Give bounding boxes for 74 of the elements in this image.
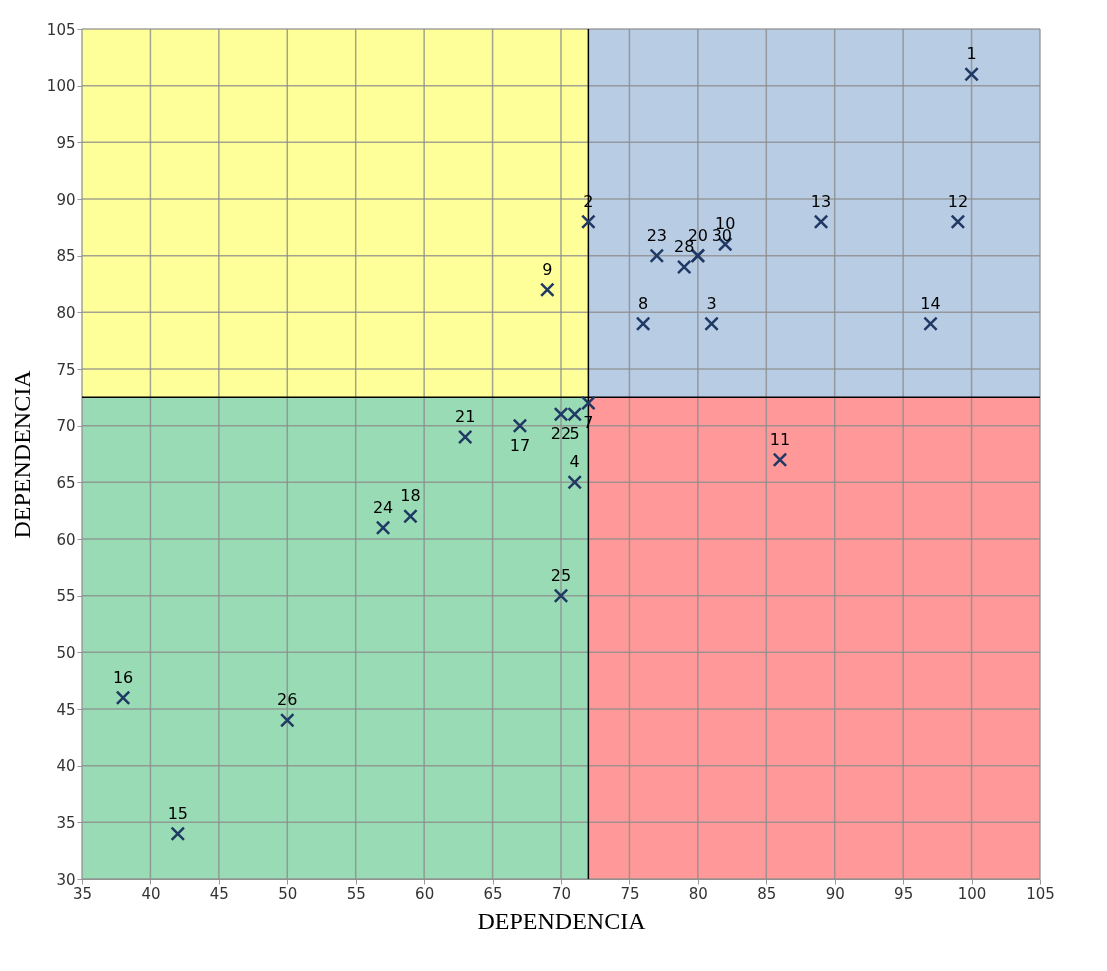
- annotation: 17: [509, 435, 531, 455]
- point: [964, 66, 979, 82]
- annotation: 26: [277, 690, 298, 710]
- point: [115, 690, 131, 706]
- point: [567, 406, 583, 422]
- point: [567, 474, 583, 490]
- point: [635, 316, 651, 332]
- point: [581, 395, 596, 411]
- y-tick-label: 75: [56, 360, 76, 379]
- point: [649, 248, 665, 264]
- annotation: 24: [372, 497, 394, 517]
- annotation: 16: [112, 667, 134, 687]
- annotation: 21: [455, 407, 476, 426]
- annotation: 9: [542, 259, 553, 279]
- x-tick-label: 70: [551, 884, 572, 903]
- annotation: 8: [638, 293, 649, 313]
- x-tick-label: 75: [620, 884, 640, 903]
- point: [170, 826, 186, 842]
- annotation: 25: [550, 565, 572, 585]
- x-tick-label: 90: [825, 884, 845, 903]
- point: [512, 418, 528, 434]
- y-tick-label: 105: [46, 20, 76, 39]
- point: [403, 508, 418, 524]
- y-tick-label: 100: [46, 77, 76, 96]
- x-tick-label: 65: [483, 884, 503, 903]
- point: [457, 429, 473, 445]
- annotation: 1: [966, 44, 977, 64]
- y-tick-label: 70: [56, 417, 76, 436]
- point: [553, 588, 569, 604]
- x-tick-label: 40: [141, 884, 161, 903]
- x-tick-label: 45: [209, 884, 229, 903]
- y-tick-label: 40: [56, 757, 76, 776]
- x-tick-label: 60: [415, 884, 435, 903]
- point: [950, 214, 966, 230]
- annotation: 23: [646, 225, 667, 245]
- x-tick-label: 85: [757, 884, 777, 903]
- x-tick-label: 50: [278, 884, 298, 903]
- annotation: 11: [769, 429, 791, 449]
- y-tick-label: 55: [56, 587, 76, 606]
- y-tick-label: 85: [56, 247, 76, 266]
- point: [923, 316, 938, 332]
- x-tick-label: 95: [894, 884, 914, 903]
- point: [375, 520, 391, 536]
- annotation: 5: [569, 424, 580, 444]
- point: [539, 282, 555, 298]
- y-tick-label: 95: [56, 133, 76, 152]
- point: [813, 214, 829, 230]
- point: [553, 406, 569, 422]
- x-tick-label: 100: [957, 884, 987, 903]
- y-tick-label: 80: [56, 303, 76, 322]
- annotation: 18: [400, 486, 421, 506]
- y-tick-label: 35: [56, 813, 76, 832]
- x-axis-title: DEPENDENCIA: [477, 907, 647, 934]
- point: [704, 316, 719, 332]
- x-tick-label: 80: [688, 884, 708, 903]
- point: [581, 214, 596, 230]
- point: [676, 259, 692, 275]
- x-tick-label: 35: [72, 884, 93, 903]
- y-tick-label: 90: [56, 190, 76, 209]
- annotation: 12: [947, 191, 969, 211]
- point: [772, 452, 788, 468]
- annotation: 14: [920, 293, 941, 313]
- annotation: 15: [167, 803, 188, 823]
- x-tick-label: 55: [346, 884, 366, 903]
- annotation: 3: [706, 293, 717, 313]
- point: [279, 712, 295, 728]
- x-tick-label: 105: [1026, 884, 1055, 903]
- y-tick-label: 50: [56, 643, 76, 662]
- y-tick-label: 45: [56, 700, 76, 719]
- y-tick-label: 65: [56, 473, 76, 492]
- annotation: 4: [569, 452, 580, 472]
- annotation: 13: [810, 191, 832, 211]
- y-tick-label: 60: [56, 530, 76, 549]
- y-axis-title: DEPENDENCIA: [8, 369, 35, 539]
